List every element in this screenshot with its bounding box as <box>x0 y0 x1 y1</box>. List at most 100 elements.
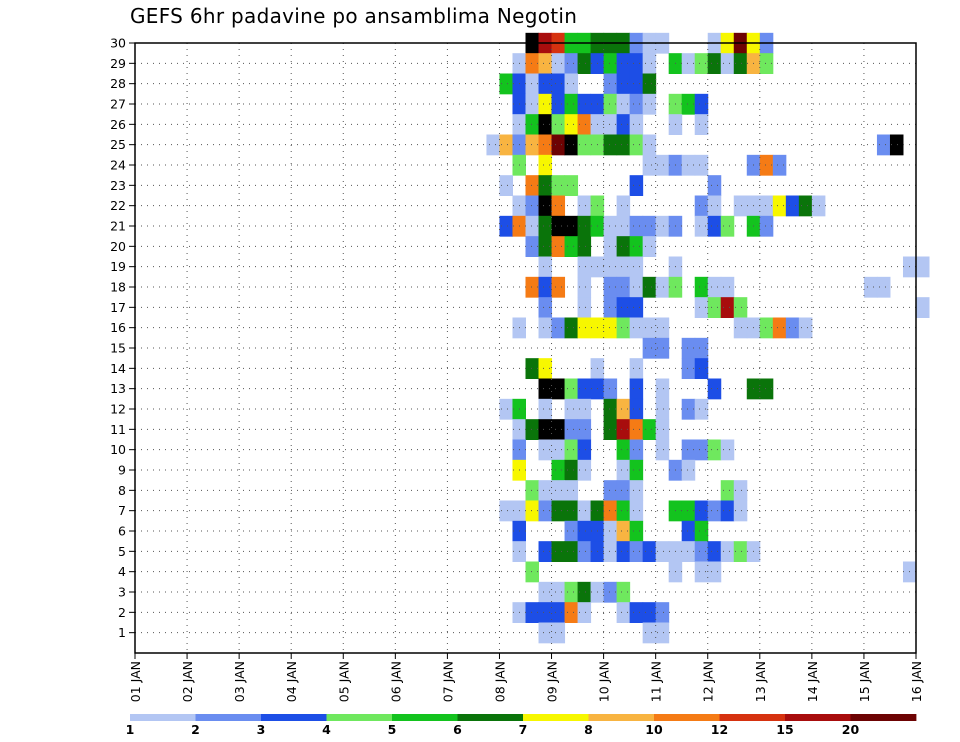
cell-m28-t32 <box>551 73 566 95</box>
y-tick-label: 18 <box>110 280 126 295</box>
y-axis-ticks: 1234567891011121314151617181920212223242… <box>110 36 135 640</box>
cell-m5-t36 <box>603 541 618 562</box>
legend-swatch <box>654 714 720 721</box>
cell-m21-t30 <box>525 215 540 237</box>
cell-m21-t39 <box>642 215 657 237</box>
cell-m1-t32 <box>551 622 566 644</box>
cell-m19-t60 <box>916 256 930 278</box>
cell-m8-t30 <box>525 480 540 501</box>
legend-swatch <box>326 714 393 721</box>
cell-m10-t40 <box>655 439 670 461</box>
cell-m20-t31 <box>538 236 553 257</box>
cell-m21-t33 <box>564 215 579 237</box>
y-tick-label: 3 <box>118 585 126 600</box>
y-tick-label: 9 <box>118 463 126 478</box>
legend-label: 10 <box>645 722 663 737</box>
cell-m21-t32 <box>551 215 566 237</box>
cell-m21-t44 <box>707 215 722 237</box>
cell-m20-t38 <box>629 236 644 257</box>
cell-m20-t33 <box>564 236 579 257</box>
cell-m4-t43 <box>694 561 709 583</box>
cell-m9-t33 <box>564 459 579 481</box>
cell-m14-t31 <box>538 358 553 379</box>
cell-m12-t38 <box>629 398 644 420</box>
legend-swatch <box>195 714 262 721</box>
y-tick-label: 19 <box>110 259 126 274</box>
cell-m8-t46 <box>733 480 748 501</box>
cell-m14-t38 <box>629 358 644 379</box>
y-tick-label: 8 <box>118 483 126 498</box>
cell-m18-t43 <box>694 276 709 298</box>
cell-m7-t32 <box>551 500 566 522</box>
cell-m29-t48 <box>759 53 774 74</box>
legend-swatch <box>130 714 196 721</box>
cell-m18-t45 <box>720 276 735 298</box>
cell-m5-t38 <box>629 541 644 562</box>
cell-m18-t34 <box>577 276 592 298</box>
cell-m24-t39 <box>642 154 657 176</box>
cell-m11-t40 <box>655 419 670 440</box>
cell-m11-t33 <box>564 419 579 440</box>
cell-m16-t32 <box>551 317 566 339</box>
cell-m25-t27 <box>486 134 500 156</box>
cell-m26-t32 <box>551 114 566 135</box>
y-tick-label: 28 <box>110 76 126 91</box>
y-tick-label: 10 <box>110 442 126 457</box>
cell-m22-t46 <box>733 195 748 217</box>
cell-m21-t40 <box>655 215 670 237</box>
cell-m10-t34 <box>577 439 592 461</box>
cell-m9-t37 <box>616 459 631 481</box>
cell-m27-t31 <box>538 93 553 115</box>
cell-m17-t43 <box>694 297 709 318</box>
cell-m18-t38 <box>629 276 644 298</box>
x-tick-label: 15 JAN <box>857 661 872 702</box>
cell-m4-t44 <box>707 561 722 583</box>
cell-m8-t45 <box>720 480 735 501</box>
cell-m13-t40 <box>655 378 670 400</box>
cell-m10-t38 <box>629 439 644 461</box>
cell-m24-t43 <box>694 154 709 176</box>
cell-m17-t36 <box>603 297 618 318</box>
cell-m24-t40 <box>655 154 670 176</box>
cell-m29-t34 <box>577 53 592 74</box>
cell-m3-t37 <box>616 581 631 603</box>
cell-m3-t36 <box>603 581 618 603</box>
cell-m19-t37 <box>616 256 631 278</box>
y-tick-label: 27 <box>110 97 126 112</box>
cell-m27-t39 <box>642 93 657 115</box>
cell-m16-t37 <box>616 317 631 339</box>
cell-m21-t36 <box>603 215 618 237</box>
cell-m29-t46 <box>733 53 748 74</box>
y-tick-label: 5 <box>118 544 126 559</box>
legend-label: 12 <box>711 722 728 737</box>
cell-m5-t37 <box>616 541 631 562</box>
cell-m11-t34 <box>577 419 592 440</box>
cell-m16-t50 <box>785 317 800 339</box>
cell-m25-t30 <box>525 134 540 156</box>
x-tick-label: 02 JAN <box>180 661 195 702</box>
cell-m2-t32 <box>551 602 566 623</box>
cell-m10-t37 <box>616 439 631 461</box>
cell-m11-t37 <box>616 419 631 440</box>
legend-swatch <box>850 714 917 721</box>
cell-m27-t34 <box>577 93 592 115</box>
cell-m22-t51 <box>798 195 813 217</box>
cell-m22-t49 <box>772 195 787 217</box>
y-tick-label: 20 <box>110 239 126 254</box>
cell-m5-t39 <box>642 541 657 562</box>
cell-m26-t36 <box>603 114 618 135</box>
cell-m13-t36 <box>603 378 618 400</box>
legend-swatch <box>261 714 327 721</box>
cell-m27-t36 <box>603 93 618 115</box>
x-tick-label: 12 JAN <box>701 661 716 702</box>
y-tick-label: 21 <box>110 219 126 234</box>
cell-m17-t31 <box>538 297 553 318</box>
cell-m6-t34 <box>577 520 592 542</box>
cell-m12-t31 <box>538 398 553 420</box>
chart-title: GEFS 6hr padavine po ansamblima Negotin <box>130 4 578 28</box>
legend-label: 3 <box>257 722 266 737</box>
cell-m25-t38 <box>629 134 644 156</box>
y-tick-label: 30 <box>110 36 126 51</box>
cell-m8-t38 <box>629 480 644 501</box>
cell-m27-t32 <box>551 93 566 115</box>
